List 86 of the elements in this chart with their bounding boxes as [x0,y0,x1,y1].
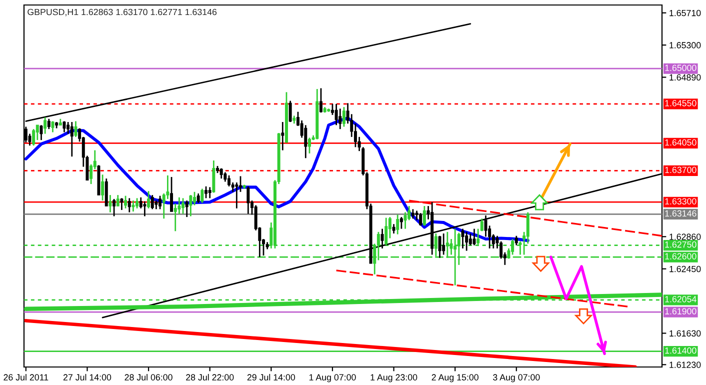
y-tick-label: 1.65300 [670,42,701,48]
candlestick [40,124,43,141]
ref-line-label: 1.63146 [665,210,696,217]
candlestick [44,116,47,134]
x-tick-label: 3 Aug 07:00 [493,374,540,382]
candlestick [442,232,446,256]
candlestick [185,200,188,218]
candlestick [392,223,396,234]
candlestick [396,214,400,235]
x-tick-label: 28 Jul 06:00 [124,374,172,380]
ref-line-label: 1.65000 [665,64,696,71]
candlestick [136,197,139,210]
candlestick [200,188,204,204]
x-tick-label: 28 Jul 22:00 [186,374,234,380]
candlestick [150,194,154,210]
x-tick-label: 29 Jul 14:00 [247,374,296,380]
candlestick [74,120,78,138]
candlestick [147,190,150,210]
ref-line-label: 1.64550 [665,100,696,106]
candlestick [132,200,135,212]
candlestick [400,216,403,230]
candlestick [281,121,284,151]
candlestick [380,228,384,250]
candlestick [334,103,338,126]
candlestick [514,235,518,246]
candlestick [158,195,162,210]
candlestick [319,88,322,114]
y-tick-label: 1.61230 [670,362,701,368]
candlestick [422,205,426,226]
candlestick [288,100,292,123]
candlestick [120,197,124,211]
candlestick [32,128,36,146]
x-tick-label: 1 Aug 07:00 [309,374,356,382]
candlestick [170,176,174,212]
ref-line-label: 1.61900 [665,308,696,314]
y-tick-label: 1.64890 [670,74,701,81]
ref-line-label: 1.62054 [665,296,696,302]
candlestick [235,182,238,210]
candlestick [116,194,120,207]
candlestick [472,228,476,246]
x-tick-label: 2 Aug 15:00 [432,374,478,382]
candlestick [47,118,50,130]
candlestick [246,186,250,215]
candlestick [338,108,342,130]
candlestick [465,231,468,252]
candlestick [101,174,104,202]
ref-line-label: 1.61400 [665,347,696,354]
candlestick [438,235,442,259]
candlestick [128,197,131,213]
candlestick [212,160,216,194]
candlestick [220,168,223,180]
candlestick [108,194,112,213]
ref-line-label: 1.63300 [665,198,696,204]
y-tick-label: 1.65710 [670,10,701,16]
candlestick [330,103,334,116]
candlestick [484,214,488,238]
x-tick-label: 1 Aug 23:00 [370,374,418,382]
candlestick [411,208,414,220]
y-tick-label: 1.62860 [670,234,701,240]
candlestick [208,186,212,199]
candlestick [304,124,308,159]
ref-line-label: 1.62600 [665,253,696,260]
ref-line-label: 1.63700 [665,166,696,174]
candlestick [224,172,227,182]
x-tick-label: 26 Jul 2011 [4,374,48,380]
candlestick [204,186,208,199]
candlestick [196,192,200,204]
candlestick [62,120,66,133]
chart-title: GBPUSD,H1 1.62863 1.63170 1.62771 1.63146 [28,8,217,16]
candlestick [182,197,185,215]
y-tick-label: 1.62450 [670,266,701,272]
candlestick [419,212,422,226]
candlestick [193,191,196,206]
x-tick-label: 27 Jul 14:00 [63,374,112,380]
candlestick [461,228,464,250]
candlestick [342,106,346,128]
ref-line-label: 1.64050 [665,139,696,146]
candlestick [70,121,74,158]
candlestick [112,198,116,217]
candlestick [143,200,146,217]
candlestick [124,195,128,210]
y-tick-label: 1.61630 [670,330,701,337]
candlestick [189,194,192,217]
candlestick [308,137,311,154]
candlestick [51,120,54,133]
ref-line-label: 1.62750 [665,241,696,248]
